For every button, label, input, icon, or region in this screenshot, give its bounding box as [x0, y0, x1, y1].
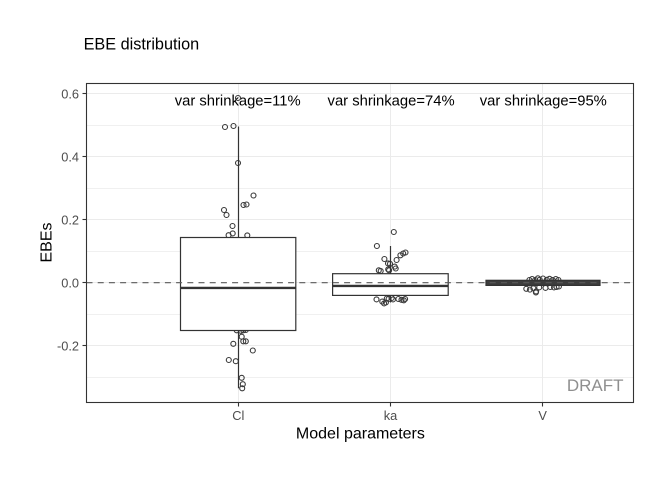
- svg-text:0.2: 0.2: [61, 213, 79, 228]
- svg-text:EBE distribution: EBE distribution: [84, 35, 200, 53]
- svg-text:var shrinkage=74%: var shrinkage=74%: [328, 93, 455, 109]
- svg-text:0.6: 0.6: [61, 87, 79, 102]
- svg-text:Model parameters: Model parameters: [296, 426, 425, 443]
- svg-text:var shrinkage=95%: var shrinkage=95%: [480, 93, 607, 109]
- svg-text:0.0: 0.0: [61, 276, 79, 291]
- svg-text:var shrinkage=11%: var shrinkage=11%: [175, 93, 301, 109]
- svg-text:0.4: 0.4: [61, 150, 79, 165]
- svg-text:ka: ka: [384, 408, 398, 423]
- svg-text:Cl: Cl: [232, 408, 244, 423]
- svg-text:-0.2: -0.2: [57, 339, 79, 354]
- svg-text:EBEs: EBEs: [39, 222, 56, 262]
- svg-text:V: V: [538, 408, 547, 423]
- svg-text:DRAFT: DRAFT: [567, 376, 624, 395]
